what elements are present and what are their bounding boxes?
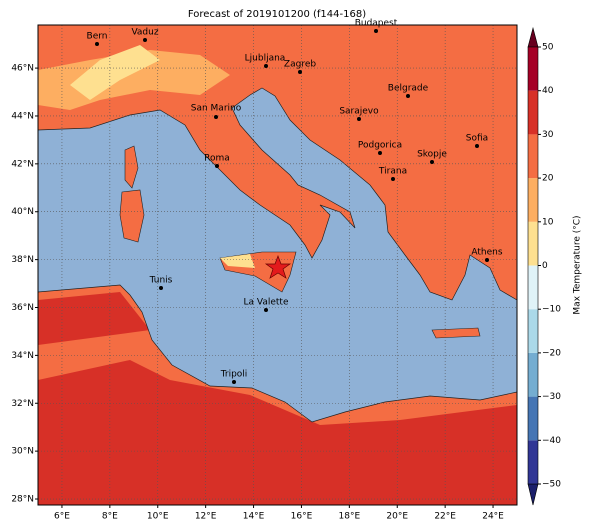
y-tick-label: 42°N [11,159,34,169]
sicily-cool [220,254,255,268]
city-label: Roma [204,154,230,164]
x-tick-label: 22°E [434,512,456,522]
city-dot [159,286,163,290]
city-dot [214,115,218,119]
x-tick-label: 18°E [339,512,361,522]
x-tick-label: 16°E [291,512,313,522]
colorbar-label: Max Temperature (°C) [573,215,583,314]
colorbar-tick-label: 40 [542,86,554,96]
x-tick-label: 8°E [102,512,118,522]
colorbar-band [528,47,538,91]
city-label: San Marino [191,104,242,114]
cold-zone [70,45,160,100]
city-dot [232,380,236,384]
y-tick-label: 34°N [11,351,34,361]
x-tick-label: 10°E [147,512,169,522]
city-label: Vaduz [131,28,158,38]
x-tick-label: 12°E [195,512,217,522]
city-dot [143,38,147,42]
city-label: Skopje [417,150,447,160]
city-dot [378,151,382,155]
city-label: Tirana [378,167,407,177]
colorbar-tick-label: 10 [542,217,554,227]
y-tick-label: 28°N [11,495,34,505]
colorbar-tick-label: 30 [542,130,554,140]
colorbar-band [528,178,538,222]
city-dot [264,308,268,312]
colorbar-tick-label: −20 [542,348,561,358]
x-tick-label: 14°E [243,512,265,522]
colorbar-tick-label: −10 [542,305,561,315]
city-label: Bern [87,32,108,42]
title: Forecast of 2019101200 (f144-168) [188,9,366,20]
y-tick-label: 30°N [11,447,34,457]
city-dot [391,177,395,181]
colorbar-band [528,221,538,266]
x-tick-label: 6°E [54,512,70,522]
city-label: Ljubljana [245,54,286,64]
colorbar-tick-label: −30 [542,392,561,402]
city-label: Budapest [355,19,398,29]
city-label: Sarajevo [339,107,379,117]
city-dot [430,160,434,164]
colorbar-band [528,309,538,353]
city-dot [264,64,268,68]
colorbar-tick-label: 0 [542,261,548,271]
city-dot [475,144,479,148]
colorbar-band [528,440,538,484]
city-dot [406,94,410,98]
colorbar-tick-label: −50 [542,480,561,490]
y-tick-label: 40°N [11,207,34,217]
city-label: Tunis [149,276,173,286]
city-label: Sofia [466,134,488,144]
city-dot [357,117,361,121]
colorbar-extend-bottom [527,483,539,506]
city-label: Athens [471,248,502,258]
cities: Bern Vaduz Budapest Ljubljana Zagreb Bel… [87,19,503,384]
colorbar-tick-label: −40 [542,436,561,446]
colorbar-band [528,352,538,397]
colorbar: −50 −40 −30 −20 −10 0 10 20 30 40 50 [527,26,561,506]
colorbar-band [528,134,538,179]
city-label: Podgorica [358,141,402,151]
city-dot [298,70,302,74]
corsica [124,145,139,189]
city-dot [95,42,99,46]
colorbar-band [528,90,538,135]
city-dot [374,29,378,33]
city-label: Tripoli [220,370,248,380]
y-tick-label: 32°N [11,399,34,409]
crete [431,327,481,339]
map-area [38,25,517,505]
colorbar-band [528,265,538,310]
y-tick-label: 44°N [11,111,34,121]
y-tick-label: 38°N [11,255,34,265]
colorbar-extend-top [527,26,539,48]
y-tick-label: 46°N [11,64,34,74]
city-dot [215,164,219,168]
city-label: La Valette [244,298,289,308]
colorbar-band [528,396,538,441]
city-label: Zagreb [284,60,316,70]
city-dot [485,258,489,262]
colorbar-tick-label: 50 [542,43,554,53]
x-tick-label: 24°E [482,512,504,522]
grid [38,25,517,505]
sardinia [119,189,145,243]
x-tick-label: 20°E [386,512,408,522]
colorbar-tick-label: 20 [542,174,554,184]
city-label: Belgrade [388,84,429,94]
map-frame [37,24,518,506]
location-star [264,255,292,279]
y-tick-label: 36°N [11,303,34,313]
